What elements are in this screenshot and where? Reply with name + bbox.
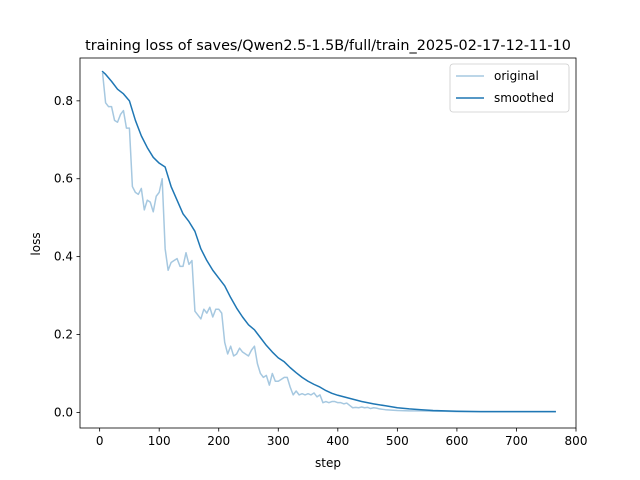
series-line-smoothed xyxy=(101,70,556,413)
chart-title: training loss of saves/Qwen2.5-1.5B/full… xyxy=(85,38,571,54)
y-tick-label: 0.2 xyxy=(54,328,73,342)
y-axis-label: loss xyxy=(29,232,43,255)
legend-label-original: original xyxy=(494,69,539,83)
legend-label-smoothed: smoothed xyxy=(494,91,554,105)
y-tick-label: 0.6 xyxy=(54,172,73,186)
x-tick-label: 100 xyxy=(148,434,171,448)
x-tick-label: 700 xyxy=(505,434,528,448)
y-axis: 0.0 0.2 0.4 0.6 0.8 xyxy=(54,94,80,419)
x-axis: 0 100 200 300 400 500 600 700 800 xyxy=(96,428,588,448)
x-tick-label: 600 xyxy=(445,434,468,448)
x-axis-label: step xyxy=(315,456,341,470)
plot-frame xyxy=(79,57,577,429)
x-tick-label: 0 xyxy=(96,434,104,448)
y-tick-label: 0.0 xyxy=(54,405,73,419)
x-tick-label: 500 xyxy=(386,434,409,448)
x-tick-label: 400 xyxy=(326,434,349,448)
series-line-original xyxy=(101,72,556,413)
legend: original smoothed xyxy=(449,63,570,113)
y-tick-label: 0.4 xyxy=(54,250,73,264)
plot-area xyxy=(101,70,556,413)
x-tick-label: 200 xyxy=(207,434,230,448)
x-tick-label: 300 xyxy=(267,434,290,448)
y-tick-label: 0.8 xyxy=(54,94,73,108)
x-tick-label: 800 xyxy=(565,434,588,448)
